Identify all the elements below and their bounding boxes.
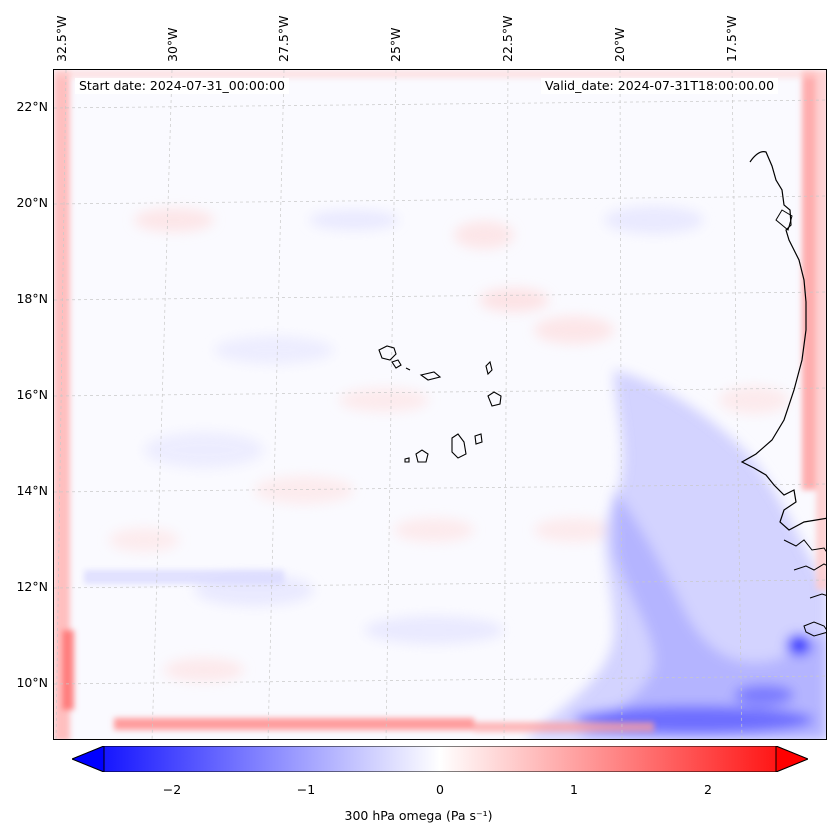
- lon-label-17-5w: 17.5°W: [724, 15, 739, 62]
- lon-label-20w: 20°W: [612, 27, 627, 62]
- coast-detail-2: [783, 539, 826, 552]
- lat-label-16n: 16°N: [16, 387, 48, 402]
- boundary-strips: [54, 70, 826, 739]
- coast-detail-4: [809, 593, 826, 599]
- coast-detail-5: [803, 621, 826, 637]
- island-santo-antao: [378, 345, 397, 361]
- lon-label-30w: 30°W: [165, 27, 180, 62]
- island-boa-vista: [487, 391, 502, 407]
- coast-detail: [775, 209, 793, 231]
- lat-label-22n: 22°N: [16, 99, 48, 114]
- map-panel: [53, 69, 827, 740]
- colorbar-tick-neg1: −1: [296, 782, 316, 797]
- island-maio: [474, 433, 483, 445]
- weak-anomalies: [109, 206, 789, 682]
- colorbar-tick-1: 1: [570, 782, 578, 797]
- lon-label-25w: 25°W: [388, 27, 403, 62]
- island-sal: [485, 360, 493, 376]
- lat-label-12n: 12°N: [16, 579, 48, 594]
- island-brava: [404, 457, 410, 463]
- lat-label-14n: 14°N: [16, 483, 48, 498]
- island-santa-luzia: [405, 367, 411, 371]
- lat-label-20n: 20°N: [16, 195, 48, 210]
- colorbar-max-extend: [775, 746, 808, 772]
- colorbar-tick-neg2: −2: [162, 782, 182, 797]
- colorbar: [72, 746, 808, 772]
- island-santiago: [451, 433, 467, 459]
- start-date-label: Start date: 2024-07-31_00:00:00: [75, 78, 289, 94]
- island-fogo: [415, 449, 429, 463]
- lon-label-32-5w: 32.5°W: [54, 15, 69, 62]
- lat-label-10n: 10°N: [16, 675, 48, 690]
- lon-label-22-5w: 22.5°W: [500, 15, 515, 62]
- valid-date-label: Valid_date: 2024-07-31T18:00:00.00: [541, 78, 779, 94]
- colorbar-gradient: [72, 746, 808, 772]
- africa-coastline: [740, 151, 826, 531]
- colorbar-label: 300 hPa omega (Pa s⁻¹): [344, 808, 493, 823]
- lat-label-18n: 18°N: [16, 291, 48, 306]
- map-svg: [54, 70, 826, 739]
- cape-verde-islands: [378, 345, 502, 463]
- island-sao-nicolau: [419, 371, 442, 381]
- colorbar-tick-2: 2: [704, 782, 712, 797]
- coast-detail-3: [793, 563, 826, 571]
- lon-label-27-5w: 27.5°W: [276, 15, 291, 62]
- graticule: [54, 70, 826, 739]
- island-sao-vicente: [391, 359, 402, 369]
- colorbar-tick-0: 0: [436, 782, 444, 797]
- colorbar-min-extend: [72, 746, 105, 772]
